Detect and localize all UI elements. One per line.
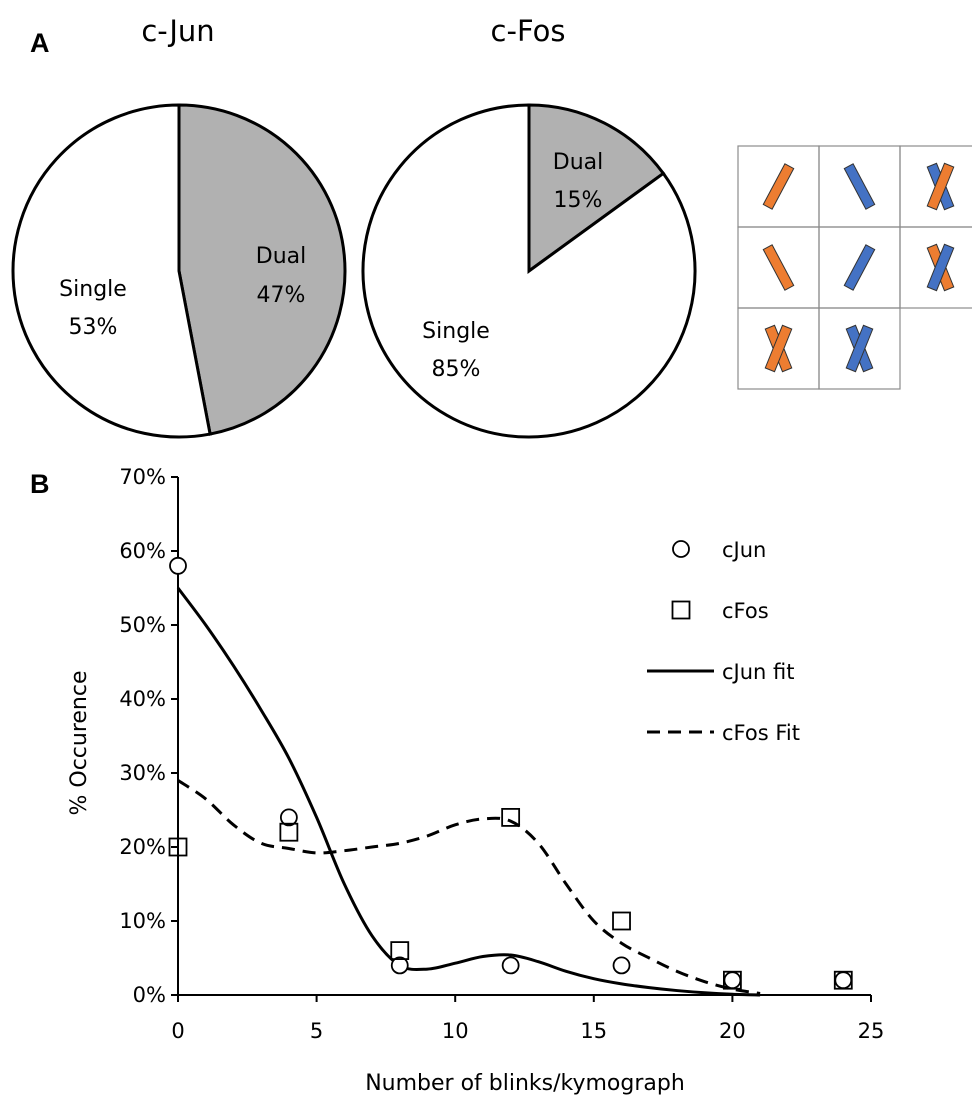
legend-label: cJun fit	[722, 660, 795, 684]
cfos-point	[279, 822, 299, 842]
pie-slice-cfos-single	[361, 103, 697, 439]
orange-bar-icon	[762, 163, 795, 210]
cjun-point	[390, 956, 409, 975]
slice-value-cjun-dual: 47%	[257, 283, 306, 308]
x-tick-label: 15	[580, 1019, 607, 1043]
blue-bar-icon	[845, 324, 874, 373]
chart-axes: 0% 10% 20% 30% 40% 50% 60% 70% 0 5 10 15 20 25	[119, 465, 884, 1043]
legend-label: cJun	[722, 538, 766, 562]
slice-label-cjun-dual: Dual	[256, 244, 306, 269]
slice-label-cfos-single: Single	[422, 319, 490, 344]
blue-bar-icon	[926, 243, 955, 292]
cfos-point	[390, 941, 410, 960]
legend-circle-icon	[672, 540, 690, 558]
cjun-fit-line	[176, 587, 761, 997]
slice-label-cfos-dual: Dual	[553, 150, 603, 175]
grid-cell	[899, 226, 972, 309]
grid-cell	[818, 307, 901, 390]
cjun-point	[279, 808, 298, 827]
x-axis-title: Number of blinks/kymograph	[365, 1071, 685, 1096]
cfos-point	[833, 970, 853, 990]
orange-bar-icon	[762, 244, 795, 291]
pie-slice-cjun-dual	[177, 103, 347, 436]
x-tick-label: 20	[719, 1019, 746, 1043]
cjun-point	[834, 971, 853, 990]
y-tick-label: 10%	[119, 909, 166, 933]
panel-label-b: B	[30, 469, 50, 499]
orange-bar-icon	[926, 162, 955, 211]
x-tick-label: 5	[310, 1019, 323, 1043]
cjun-point	[612, 956, 631, 975]
panel-label-a: A	[30, 28, 50, 58]
y-axis-title: % Occurence	[67, 670, 92, 815]
pie-chart-cjun	[11, 103, 347, 439]
y-tick-label: 70%	[119, 465, 166, 489]
slice-value-cfos-dual: 15%	[554, 188, 603, 213]
y-tick-label: 60%	[119, 539, 166, 563]
blue-bar-icon	[843, 163, 876, 210]
y-tick-label: 20%	[119, 835, 166, 859]
cjun-point	[723, 971, 742, 990]
cfos-point	[612, 911, 631, 931]
blue-bar-icon	[843, 244, 876, 291]
occurrence-chart: 0% 10% 20% 30% 40% 50% 60% 70% 0 5 10 15 20 25 cJun cF…	[67, 465, 884, 1096]
y-tick-label: 0%	[133, 983, 166, 1007]
y-tick-label: 30%	[119, 761, 166, 785]
y-tick-label: 50%	[119, 613, 166, 637]
data-markers	[168, 556, 853, 990]
pie-title-cjun: c-Jun	[141, 14, 214, 48]
cjun-point	[169, 556, 187, 575]
pie-title-cfos: c-Fos	[491, 14, 566, 48]
legend-label: cFos Fit	[722, 721, 800, 745]
x-tick-label: 25	[858, 1019, 885, 1043]
cfos-fit-line	[177, 779, 761, 996]
legend-square-icon	[671, 600, 691, 620]
x-tick-label: 0	[171, 1019, 184, 1043]
chart-legend: cJun cFos cJun fit cFos Fit	[647, 538, 800, 745]
x-tick-label: 10	[442, 1019, 469, 1043]
orientation-grid	[737, 145, 972, 390]
fit-lines	[176, 587, 761, 997]
cfos-point	[723, 970, 742, 990]
slice-label-cjun-single: Single	[59, 277, 127, 302]
pie-slice-cfos-dual	[527, 103, 666, 274]
cjun-point	[501, 956, 520, 975]
legend-label: cFos	[722, 599, 769, 623]
pie-chart-cfos	[361, 103, 697, 439]
cfos-point	[501, 808, 521, 827]
cfos-point	[168, 837, 188, 857]
slice-value-cjun-single: 53%	[69, 315, 118, 340]
pie-slice-cjun-single	[11, 103, 212, 439]
slice-value-cfos-single: 85%	[432, 357, 481, 382]
y-tick-label: 40%	[119, 687, 166, 711]
orange-bar-icon	[764, 324, 793, 373]
